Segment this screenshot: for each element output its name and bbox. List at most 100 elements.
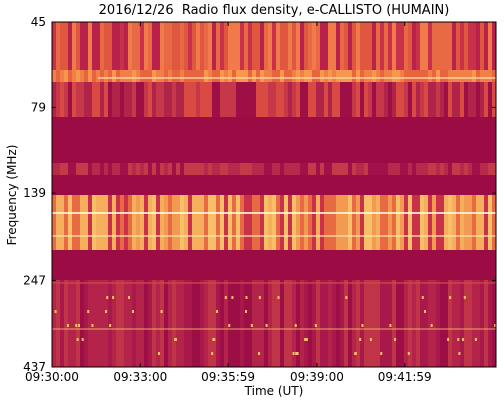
band-cell [456,70,461,82]
band-cell [464,280,469,367]
band-cell [348,82,353,117]
band-cell [80,163,85,175]
band-cell [440,280,445,367]
band-cell [248,22,253,70]
band-cell [420,22,425,70]
x-tick-label: 09:30:00 [25,370,79,384]
band-cell [324,195,329,250]
band-cell [288,70,293,82]
band-cell [436,70,441,82]
band-cell [272,22,277,70]
band-cell [196,163,201,175]
band-cell [180,195,185,250]
band-cell [172,70,177,82]
band-cell [104,70,109,82]
band-cell [180,22,185,70]
band [52,175,496,195]
burst [158,352,161,355]
band-cell [468,82,473,117]
band-cell [144,70,149,82]
band-cell [464,22,469,70]
band-cell [448,163,453,175]
burst [447,338,450,341]
band-cell [300,22,305,70]
band-cell [280,195,285,250]
band-cell [64,70,69,82]
band-cell [252,82,257,117]
band-cell [244,280,249,367]
band-cell [324,22,329,70]
band-cell [272,163,277,175]
band-cell [108,195,113,250]
burst [292,352,295,355]
band-cell [172,195,177,250]
band-cell [320,22,325,70]
band-cell [200,195,205,250]
x-axis-label: Time (UT) [244,384,304,398]
band-cell [392,280,397,367]
bright-line [52,328,496,330]
band-cell [464,195,469,250]
band-cell [356,195,361,250]
band-cell [60,163,65,175]
band-cell [288,163,293,175]
band-cell [136,82,141,117]
band-cell [148,70,153,82]
band-cell [116,82,121,117]
band-cell [432,163,437,175]
band-cell [304,163,309,175]
band-cell [176,163,181,175]
band-cell [388,70,393,82]
band-cell [64,82,69,117]
bright-line [52,212,496,214]
band-cell [92,82,97,117]
band-cell [260,82,265,117]
band-cell [492,22,497,70]
band-cell [372,163,377,175]
band-cell [184,82,189,117]
band-cell [356,22,361,70]
band-cell [396,163,401,175]
band-cell [400,280,405,367]
band-cell [460,82,465,117]
band-cell [80,280,85,367]
band-cell [408,70,413,82]
band-cell [452,163,457,175]
band-cell [292,195,297,250]
band-cell [392,163,397,175]
burst [424,310,427,313]
band-cell [396,280,401,367]
band-cell [212,22,217,70]
band-cell [420,163,425,175]
band-cell [72,82,77,117]
band-cell [268,70,273,82]
band-cell [212,280,217,367]
band-cell [236,70,241,82]
band-cell [344,82,349,117]
band-cell [264,22,269,70]
band-cell [328,70,333,82]
band-cell [204,163,209,175]
band-cell [452,82,457,117]
band-cell [84,82,89,117]
band-cell [52,22,57,70]
band-cell [232,163,237,175]
band-cell [312,195,317,250]
burst [258,296,261,299]
band-cell [412,280,417,367]
band-cell [404,280,409,367]
band-cell [316,163,321,175]
burst [394,338,397,341]
band-cell [104,195,109,250]
burst [296,352,299,355]
burst [359,338,362,341]
band-cell [248,163,253,175]
band-cell [436,195,441,250]
x-tick-label: 09:39:00 [290,370,344,384]
band-cell [76,280,81,367]
band-cell [228,22,233,70]
band-cell [256,70,261,82]
band-cell [256,280,261,367]
band-cell [400,163,405,175]
band-cell [348,70,353,82]
